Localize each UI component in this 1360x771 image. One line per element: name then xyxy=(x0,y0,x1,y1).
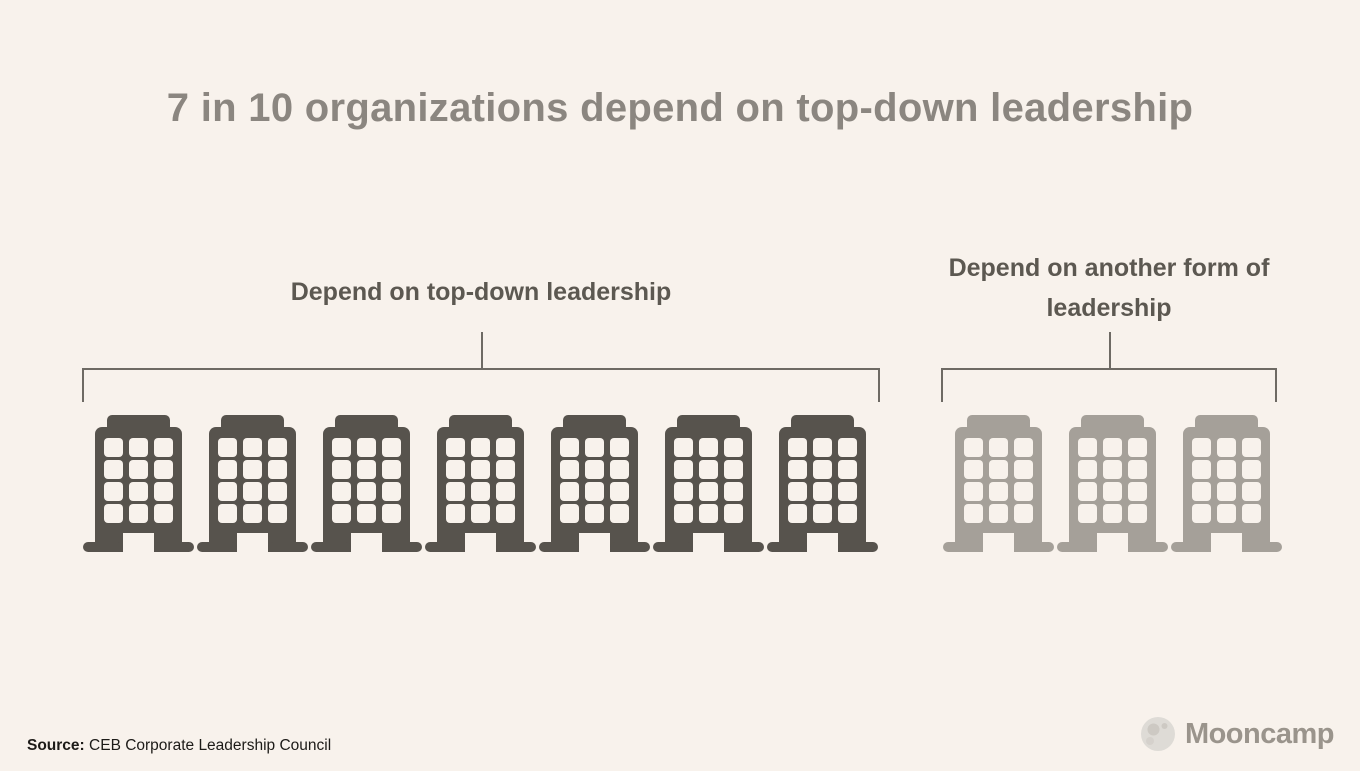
bracket-stem xyxy=(1109,332,1111,368)
building-icon xyxy=(311,415,422,552)
chart-title: 7 in 10 organizations depend on top-down… xyxy=(166,86,1194,130)
building-icon xyxy=(197,415,308,552)
bracket-bar xyxy=(941,368,1277,402)
bracket-bar xyxy=(82,368,880,402)
bracket-stem xyxy=(481,332,483,368)
building-icon xyxy=(83,415,194,552)
group-label-other: Depend on another form of leadership xyxy=(948,254,1270,322)
building-icon xyxy=(1171,415,1282,552)
building-group-other xyxy=(943,415,1282,552)
source-note: Source: CEB Corporate Leadership Council xyxy=(27,737,331,755)
building-icon xyxy=(767,415,878,552)
building-icon xyxy=(653,415,764,552)
logo-wordmark: Mooncamp xyxy=(1184,717,1335,750)
building-icon xyxy=(1057,415,1168,552)
building-icon xyxy=(539,415,650,552)
group-label-topdown: Depend on top-down leadership xyxy=(290,278,672,306)
moon-icon xyxy=(1140,717,1175,751)
bracket-topdown xyxy=(82,332,880,402)
building-icon xyxy=(943,415,1054,552)
bracket-other xyxy=(941,332,1277,402)
building-icon xyxy=(425,415,536,552)
mooncamp-logo: Mooncamp xyxy=(1140,716,1335,752)
building-group-topdown xyxy=(83,415,878,552)
source-label: Source: xyxy=(27,737,85,754)
source-text: CEB Corporate Leadership Council xyxy=(89,737,332,754)
